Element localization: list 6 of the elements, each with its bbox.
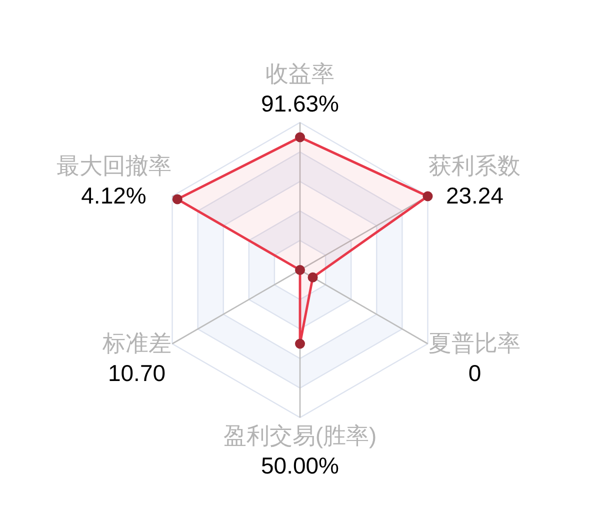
category-label: 获利系数 23.24 [428,152,521,208]
category-label: 盈利交易(胜率) 50.00% [223,422,377,478]
category-label: 收益率 91.63% [261,60,339,116]
category-label: 标准差 10.70 [102,330,172,386]
category-label: 夏普比率 0 [428,330,521,386]
category-label: 最大回撤率 4.12% [56,152,172,208]
